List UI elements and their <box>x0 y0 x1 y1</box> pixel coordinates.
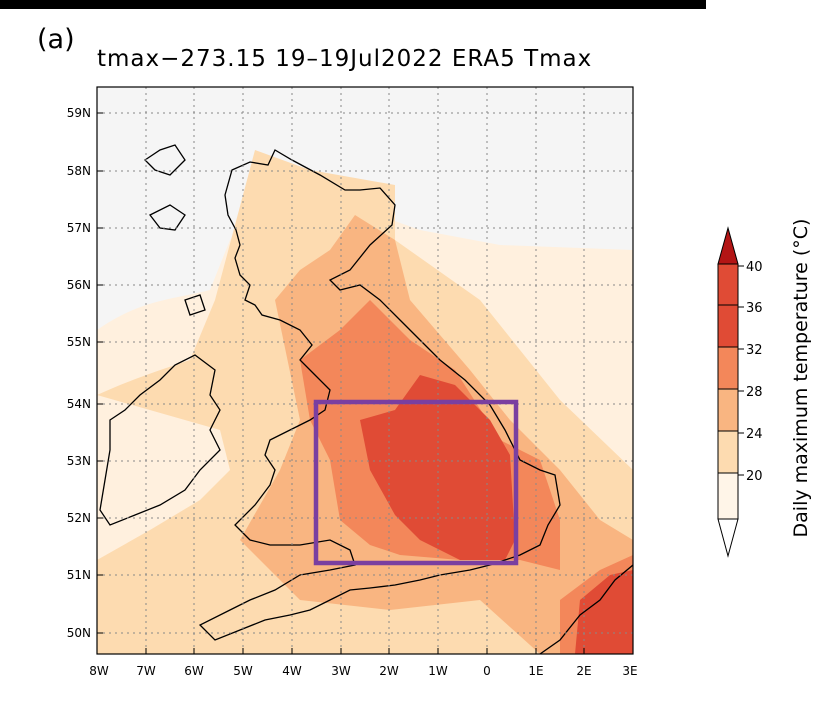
colorbar-segment <box>717 304 739 348</box>
lon-label: 5W <box>233 664 253 678</box>
colorbar-tick-label: 20 <box>746 469 763 484</box>
lon-label: 0 <box>483 664 491 678</box>
lon-label: 7W <box>136 664 156 678</box>
ireland-coast <box>99 354 221 526</box>
lat-label: 59N <box>67 106 91 120</box>
lon-label: 8W <box>89 664 109 678</box>
gridlines <box>97 87 633 654</box>
lat-label: 50N <box>67 626 91 640</box>
map-frame <box>96 86 634 655</box>
map-title: tmax−273.15 19–19Jul2022 ERA5 Tmax <box>97 46 593 72</box>
highlight-box <box>313 399 519 566</box>
lon-labels: 8W 7W 6W 5W 4W 3W 2W 1W 0 1E 2E 3E <box>89 664 637 678</box>
top-border-bar <box>0 0 706 9</box>
colorbar-tick-label: 40 <box>746 260 763 275</box>
coastlines <box>99 144 633 654</box>
panel-label: (a) <box>37 24 75 55</box>
lat-label: 54N <box>67 397 91 411</box>
islay-coast <box>184 294 206 316</box>
colorbar-tick-label: 28 <box>746 385 763 400</box>
colorbar-segment <box>717 430 739 474</box>
lat-label: 51N <box>67 568 91 582</box>
lat-label: 58N <box>67 164 91 178</box>
lat-label: 56N <box>67 278 91 292</box>
lon-label: 2E <box>576 664 591 678</box>
lat-label: 52N <box>67 511 91 525</box>
skye-coast <box>149 204 186 231</box>
continent-coast <box>539 564 633 654</box>
outer-hebrides-coast <box>143 144 186 176</box>
colorbar-tick-label: 36 <box>746 301 763 316</box>
lat-label: 53N <box>67 454 91 468</box>
band-36-40 <box>360 375 515 560</box>
lon-label: 4W <box>282 664 302 678</box>
colorbar-segment <box>717 346 739 390</box>
lon-label: 1E <box>528 664 543 678</box>
colorbar-tick-label: 24 <box>746 427 763 442</box>
temperature-field <box>97 87 633 654</box>
lon-label: 2W <box>379 664 399 678</box>
lon-label: 3W <box>331 664 351 678</box>
colorbar-tick-labels: 20 24 28 32 36 40 <box>746 260 763 484</box>
colorbar-label: Daily maximum temperature (°C) <box>790 218 812 538</box>
colorbar-segment <box>717 472 739 520</box>
lon-ticks <box>96 648 634 654</box>
lat-label: 55N <box>67 335 91 349</box>
lon-label: 6W <box>184 664 204 678</box>
lat-label: 57N <box>67 221 91 235</box>
colorbar-under-triangle <box>717 518 739 558</box>
colorbar-segment <box>717 388 739 432</box>
great-britain-coast <box>198 149 561 641</box>
colorbar-tick-label: 32 <box>746 343 763 358</box>
colorbar <box>717 226 744 558</box>
lon-label: 1W <box>428 664 448 678</box>
colorbar-over-triangle <box>717 226 739 265</box>
colorbar-segment <box>717 263 739 306</box>
lon-label: 3E <box>622 664 637 678</box>
lat-labels: 59N 58N 57N 56N 55N 54N 53N 52N 51N 50N <box>67 106 91 640</box>
lat-ticks <box>97 112 103 634</box>
